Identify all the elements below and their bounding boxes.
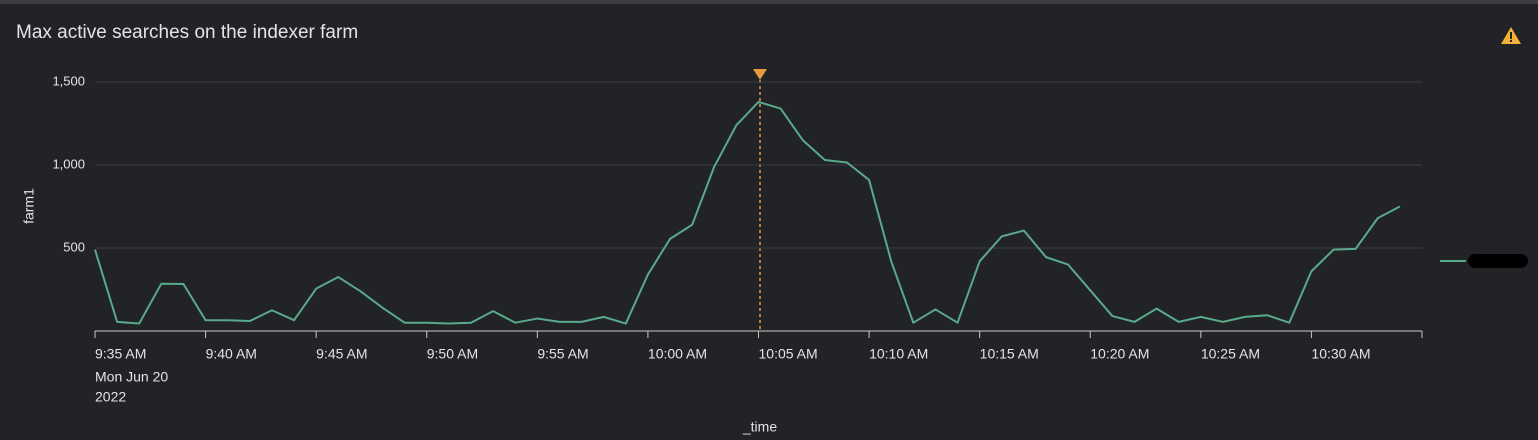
x-tick-label: 9:40 AM (206, 346, 257, 362)
legend-redaction (1468, 254, 1528, 268)
y-tick-label: 500 (63, 239, 85, 254)
x-tick-label: 10:30 AM (1311, 346, 1370, 362)
chart-title: Max active searches on the indexer farm (16, 22, 358, 43)
warning-icon[interactable] (1501, 27, 1521, 44)
legend[interactable] (1440, 254, 1528, 268)
y-tick-label: 1,000 (52, 156, 85, 171)
x-tick-label: 9:50 AM (427, 346, 478, 362)
x-tick-label: 10:05 AM (759, 346, 818, 362)
x-tick-label: 10:25 AM (1201, 346, 1260, 362)
warning-dot (1510, 40, 1512, 42)
x-date-label: 2022 (95, 389, 126, 405)
annotation-marker[interactable] (753, 69, 767, 80)
y-tick-label: 1,500 (52, 73, 85, 88)
x-date-label: Mon Jun 20 (95, 369, 168, 385)
x-tick-label: 10:00 AM (648, 346, 707, 362)
warning-mark (1510, 32, 1512, 39)
x-tick-label: 10:20 AM (1090, 346, 1149, 362)
x-tick-label: 9:45 AM (316, 346, 367, 362)
x-tick-label: 10:15 AM (980, 346, 1039, 362)
panel-top-border (0, 0, 1538, 4)
y-axis-title: farm1 (21, 188, 37, 224)
x-tick-label: 10:10 AM (869, 346, 928, 362)
x-axis-title: _time (742, 419, 777, 435)
x-tick-label: 9:35 AM (95, 346, 146, 362)
x-tick-label: 9:55 AM (537, 346, 588, 362)
series-line (94, 100, 1401, 325)
